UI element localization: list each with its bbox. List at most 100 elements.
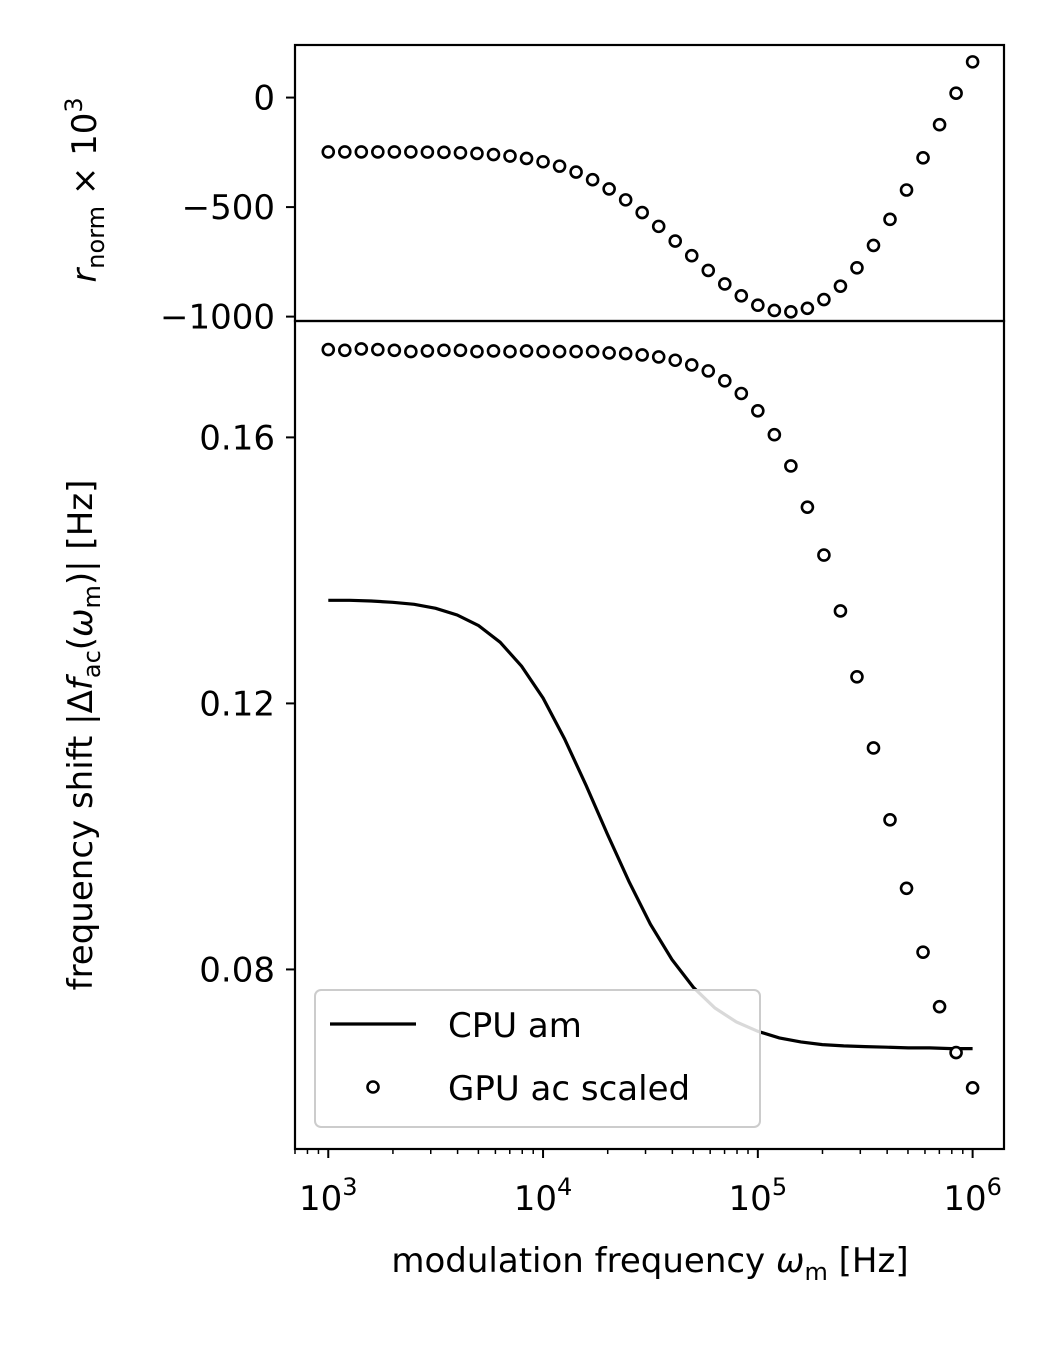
legend: CPU am GPU ac scaled <box>314 989 761 1128</box>
top-data-point <box>916 151 930 165</box>
top-y-ticks: 0 −500 −1000 <box>160 79 295 338</box>
top-data-point <box>767 303 782 318</box>
bottom-panel: 0.08 0.12 0.16 103 104 105 106 frequency shif… <box>61 319 1006 1286</box>
top-data-point <box>734 289 749 303</box>
x-tick-label: 103 <box>299 1173 358 1219</box>
top-data-point <box>899 183 914 197</box>
top-data-point <box>850 260 864 275</box>
top-data-point <box>437 145 451 160</box>
gpu-data-point <box>635 348 649 362</box>
x-tick-label: 104 <box>514 1173 573 1219</box>
top-data-point <box>321 145 336 159</box>
gpu-data-point <box>751 403 765 418</box>
top-scatter-series <box>321 55 980 319</box>
gpu-data-point <box>618 346 633 361</box>
top-data-point <box>569 165 583 179</box>
top-data-point <box>701 263 716 278</box>
gpu-data-point <box>371 342 385 357</box>
gpu-data-point <box>569 344 583 359</box>
gpu-data-point <box>486 344 501 358</box>
gpu-data-point <box>338 343 352 358</box>
gpu-data-point <box>916 945 930 959</box>
top-data-point <box>371 145 385 159</box>
gpu-data-point <box>585 344 600 359</box>
top-data-point <box>618 193 633 207</box>
x-axis-label: modulation frequency ωm [Hz] <box>391 1241 908 1286</box>
gpu-data-point <box>651 350 666 364</box>
legend-label-gpu-ac-scaled: GPU ac scaled <box>448 1069 690 1109</box>
gpu-data-point <box>354 342 369 356</box>
top-data-point <box>751 298 765 313</box>
gpu-data-point <box>437 343 451 358</box>
series-line-cpu-am <box>328 598 973 1051</box>
gpu-data-point <box>717 374 732 388</box>
gpu-data-point <box>470 344 484 359</box>
legend-label-cpu-am: CPU am <box>448 1006 582 1046</box>
gpu-data-point <box>833 604 848 618</box>
top-data-point <box>585 172 600 187</box>
legend-marker-swatch <box>366 1080 380 1094</box>
bottom-y-ticks: 0.08 0.12 0.16 <box>199 418 295 990</box>
gpu-data-point <box>965 1081 980 1095</box>
gpu-data-point <box>817 548 831 562</box>
gpu-data-point <box>684 358 699 372</box>
top-data-point <box>932 117 947 132</box>
gpu-data-point <box>519 344 534 358</box>
top-data-point <box>684 248 699 263</box>
x-tick-label: 105 <box>729 1173 788 1219</box>
series-points-gpu-ac-scaled <box>321 342 980 1095</box>
gpu-data-point <box>321 342 336 357</box>
top-data-point <box>552 159 567 173</box>
x-tick-label: 106 <box>943 1173 1002 1219</box>
top-data-point <box>651 219 666 234</box>
gpu-data-point <box>503 344 517 359</box>
top-data-point <box>949 86 963 100</box>
gpu-data-point <box>767 427 782 442</box>
gpu-data-point <box>932 999 947 1014</box>
top-data-point <box>800 301 815 316</box>
gpu-data-point <box>536 344 550 359</box>
gpu-data-point <box>883 812 897 827</box>
top-data-point <box>404 145 418 159</box>
gpu-data-point <box>404 344 418 359</box>
bottom-x-ticks: 103 104 105 106 <box>294 1149 1002 1219</box>
top-data-point <box>354 145 369 159</box>
bottom-y-tick-label: 0.08 <box>199 950 275 990</box>
gpu-data-point <box>602 346 616 360</box>
top-data-point <box>338 145 352 159</box>
top-data-point <box>817 292 831 307</box>
top-data-point <box>668 234 683 248</box>
top-y-tick-label: 0 <box>253 79 275 119</box>
top-y-tick-label: −1000 <box>160 298 275 338</box>
bottom-y-tick-label: 0.12 <box>199 684 275 724</box>
top-data-point <box>387 145 402 159</box>
top-data-point <box>470 146 484 161</box>
top-data-point <box>420 145 435 159</box>
top-data-point <box>503 149 517 163</box>
top-panel: 0 −500 −1000 rnorm × 103 <box>60 43 1006 338</box>
top-data-point <box>635 205 649 220</box>
gpu-data-point <box>552 344 567 359</box>
top-data-point <box>453 145 468 160</box>
top-data-point <box>486 147 501 162</box>
gpu-data-point <box>866 741 881 755</box>
top-data-point <box>833 279 848 293</box>
top-data-point <box>519 151 534 166</box>
gpu-data-point <box>387 343 402 358</box>
gpu-data-point <box>420 344 435 358</box>
top-y-axis-label: rnorm × 103 <box>60 97 110 282</box>
gpu-data-point <box>701 364 716 378</box>
gpu-data-point <box>453 343 468 358</box>
top-y-tick-label: −500 <box>182 188 275 228</box>
legend-box <box>314 989 761 1128</box>
gpu-data-point <box>949 1045 963 1060</box>
gpu-data-point <box>784 459 798 473</box>
top-data-point <box>784 304 798 319</box>
bottom-y-axis-label: frequency shift |Δfac(ωm)| [Hz] <box>61 480 106 991</box>
top-data-point <box>536 154 550 169</box>
gpu-data-point <box>734 386 749 401</box>
gpu-data-point <box>850 670 864 684</box>
gpu-data-point <box>800 500 815 515</box>
